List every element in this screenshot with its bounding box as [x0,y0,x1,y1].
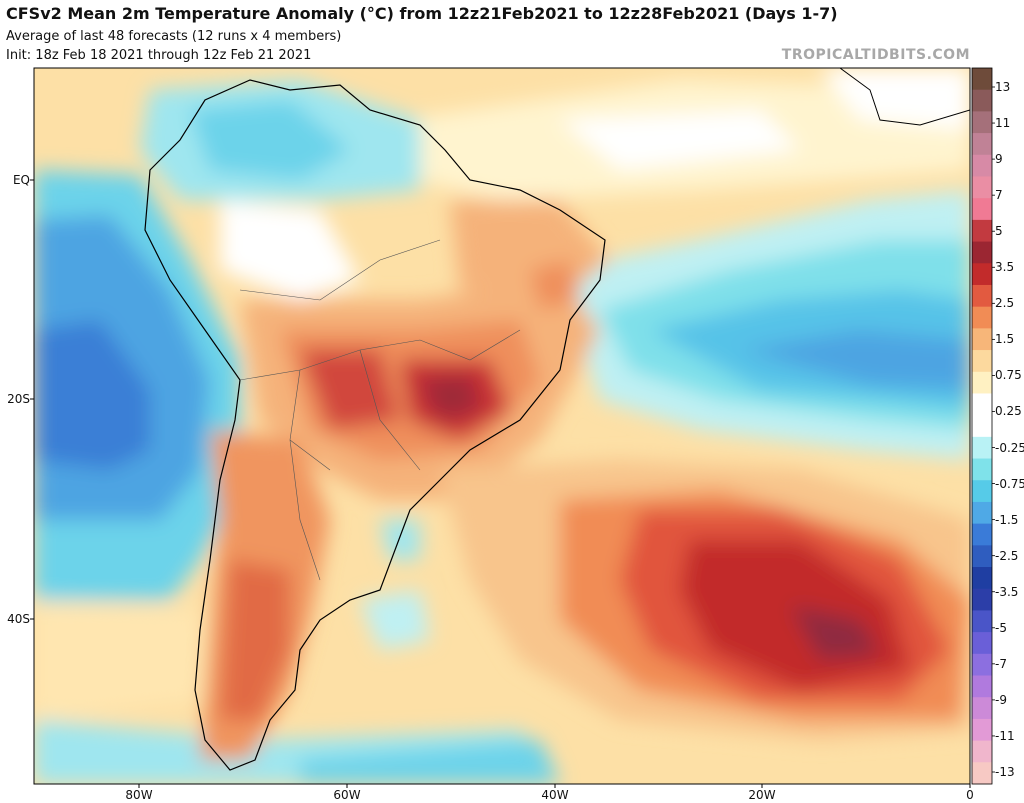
colorbar-swatch [972,697,992,720]
colorbar-swatch [972,371,992,394]
colorbar-swatch [972,284,992,308]
colorbar-swatch [972,675,992,698]
colorbar-label: 1.5 [995,332,1015,347]
colorbar-label: 13 [995,80,1011,94]
chart-subtitle: Average of last 48 forecasts (12 runs x … [6,29,342,44]
colorbar-swatch [972,198,992,221]
colorbar-label: -0.25 [995,440,1024,455]
lon-label-0: 0 [966,788,974,802]
lon-label-40w: 40W [541,788,569,802]
colorbar-swatch [972,328,992,351]
colorbar-swatch [972,610,992,633]
colorbar-label: -1.5 [995,512,1019,527]
colorbar-frame [971,67,993,785]
colorbar-swatch [972,263,992,286]
lat-label-20s: 20S [7,392,30,406]
lon-ticks [138,784,971,788]
colorbar-swatch [972,111,992,134]
colorbar-swatch [972,480,992,503]
colorbar-swatch [972,740,992,763]
colorbar-label: -9 [995,692,1007,707]
colorbar-swatch [972,653,992,677]
colorbar-swatch [972,436,992,460]
colorbar-swatch [972,718,992,742]
lat-ticks [30,179,34,620]
colorbar-label: 0.25 [995,404,1022,419]
colorbar-swatch [972,350,992,373]
credit-text: TROPICALTIDBITS.COM [781,47,970,63]
lon-label-20w: 20W [748,788,776,802]
lon-label-60w: 60W [333,788,361,802]
colorbar-label: 0.75 [995,368,1022,383]
colorbar-swatch [972,567,992,590]
colorbar-label: -5 [995,620,1007,635]
lat-label-eq: EQ [12,173,30,187]
colorbar-label: -0.75 [995,476,1024,491]
colorbar-swatch [972,393,992,416]
colorbar [971,67,995,785]
colorbar-label: -2.5 [995,548,1019,563]
colorbar-label: -13 [995,765,1015,779]
colorbar-swatch [972,154,992,177]
colorbar-swatch [972,458,992,481]
colorbar-swatch [972,632,992,655]
lon-label-80w: 80W [125,788,153,802]
colorbar-swatch [972,762,992,785]
colorbar-label: -11 [995,728,1015,743]
colorbar-label: 7 [995,188,1003,203]
colorbar-swatch [972,501,992,525]
colorbar-label: -7 [995,656,1007,671]
colorbar-swatch [972,176,992,199]
colorbar-label: 5 [995,224,1003,239]
colorbar-swatch [972,415,992,438]
colorbar-swatch [972,68,992,91]
chart-title: CFSv2 Mean 2m Temperature Anomaly (°C) f… [6,4,838,23]
colorbar-swatch [972,241,992,264]
colorbar-label: 9 [995,152,1003,167]
colorbar-swatch [972,133,992,156]
colorbar-label: 2.5 [995,296,1015,311]
colorbar-swatch [972,523,992,546]
colorbar-label: 3.5 [995,260,1015,275]
anomaly-field [34,68,970,784]
lat-label-40s: 40S [7,612,30,626]
colorbar-swatch [972,89,992,112]
colorbar-label: 11 [995,116,1011,131]
south-america-coastline [144,79,606,771]
map-frame [33,67,971,785]
colorbar-swatch [972,306,992,329]
colorbar-swatch [972,219,992,243]
colorbar-swatch [972,545,992,568]
country-borders [239,239,521,581]
init-time-text: Init: 18z Feb 18 2021 through 12z Feb 21… [6,48,312,63]
africa-coastline [839,68,970,126]
colorbar-label: -3.5 [995,584,1019,599]
colorbar-swatch [972,588,992,611]
